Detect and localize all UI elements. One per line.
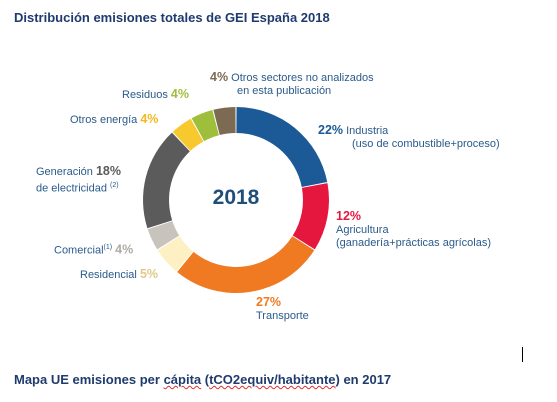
slice-name-residuos: Residuos bbox=[122, 89, 168, 101]
slice-name-transporte: Transporte bbox=[256, 310, 309, 322]
slice-name-agricultura: Agricultura bbox=[336, 224, 389, 236]
slice-pct-agricultura: 12% bbox=[336, 209, 362, 223]
slice-sub-generacion: de electricidad bbox=[36, 182, 107, 195]
slice-label-otros-sectores: 4% Otros sectores no analizados en esta … bbox=[210, 71, 374, 98]
slice-name-residencial: Residencial bbox=[80, 269, 137, 281]
slice-pct-residencial: 5% bbox=[139, 267, 159, 281]
slice-name-comercial: Comercial bbox=[54, 244, 104, 257]
donut-slice-7 bbox=[191, 110, 219, 142]
slice-pct-transporte: 27% bbox=[256, 295, 282, 309]
subtitle-part-2: cápita bbox=[163, 372, 202, 387]
slice-sub-agricultura: (ganadería+prácticas agrícolas) bbox=[336, 237, 491, 249]
donut-slice-5 bbox=[143, 132, 190, 229]
slice-label-comercial: Comercial(1) 4% bbox=[54, 241, 133, 258]
slice-sup-comercial: (1) bbox=[103, 244, 113, 251]
slice-label-residuos: Residuos 4% bbox=[122, 88, 189, 102]
text-cursor bbox=[522, 347, 523, 362]
donut-slice-1 bbox=[292, 183, 329, 250]
slice-name-generacion: Generación bbox=[36, 166, 93, 178]
slice-name-otros-sectores: Otros sectores no analizados bbox=[231, 72, 374, 84]
slice-name-otros-energia: Otros energía bbox=[70, 114, 138, 126]
slice-sub-otros-sectores: en esta publicación bbox=[237, 85, 332, 97]
donut-slice-3 bbox=[157, 236, 193, 272]
slice-label-generacion: Generación 18% de electricidad (2) bbox=[36, 165, 121, 196]
donut-slice-8 bbox=[213, 107, 236, 136]
map-subtitle: Mapa UE emisiones per cápita (tCO2equiv/… bbox=[14, 372, 391, 387]
subtitle-part-4: tCO2equiv/habitante bbox=[209, 372, 336, 387]
slice-label-transporte: 27% Transporte bbox=[256, 296, 309, 323]
slice-pct-otros-sectores: 4% bbox=[210, 70, 229, 84]
slice-pct-generacion: 18% bbox=[95, 164, 121, 178]
subtitle-part-5: ) en 2017 bbox=[335, 372, 392, 387]
center-year-label: 2018 bbox=[212, 186, 260, 209]
slice-pct-industria: 22% bbox=[318, 123, 344, 137]
donut-slice-0 bbox=[236, 107, 328, 188]
slice-pct-residuos: 4% bbox=[170, 87, 189, 101]
donut-slice-4 bbox=[147, 221, 180, 250]
slice-pct-otros-energia: 4% bbox=[140, 112, 159, 126]
slice-label-agricultura: 12% Agricultura (ganadería+prácticas agr… bbox=[336, 210, 491, 250]
slice-label-residencial: Residencial 5% bbox=[80, 268, 158, 282]
slice-pct-comercial: 4% bbox=[115, 242, 134, 257]
slice-sub-industria: (uso de combustible+proceso) bbox=[352, 138, 500, 150]
subtitle-part-3: ( bbox=[201, 372, 210, 387]
slice-label-industria: 22% Industria (uso de combustible+proces… bbox=[318, 124, 500, 151]
slice-name-industria: Industria bbox=[346, 125, 389, 137]
donut-slice-2 bbox=[177, 236, 315, 294]
chart-title: Distribución emisiones totales de GEI Es… bbox=[14, 10, 330, 25]
slice-label-otros-energia: Otros energía 4% bbox=[70, 113, 158, 127]
donut-slice-6 bbox=[172, 118, 204, 151]
slice-sup-generacion: (2) bbox=[110, 182, 119, 189]
subtitle-part-1: Mapa UE emisiones per bbox=[14, 372, 164, 387]
